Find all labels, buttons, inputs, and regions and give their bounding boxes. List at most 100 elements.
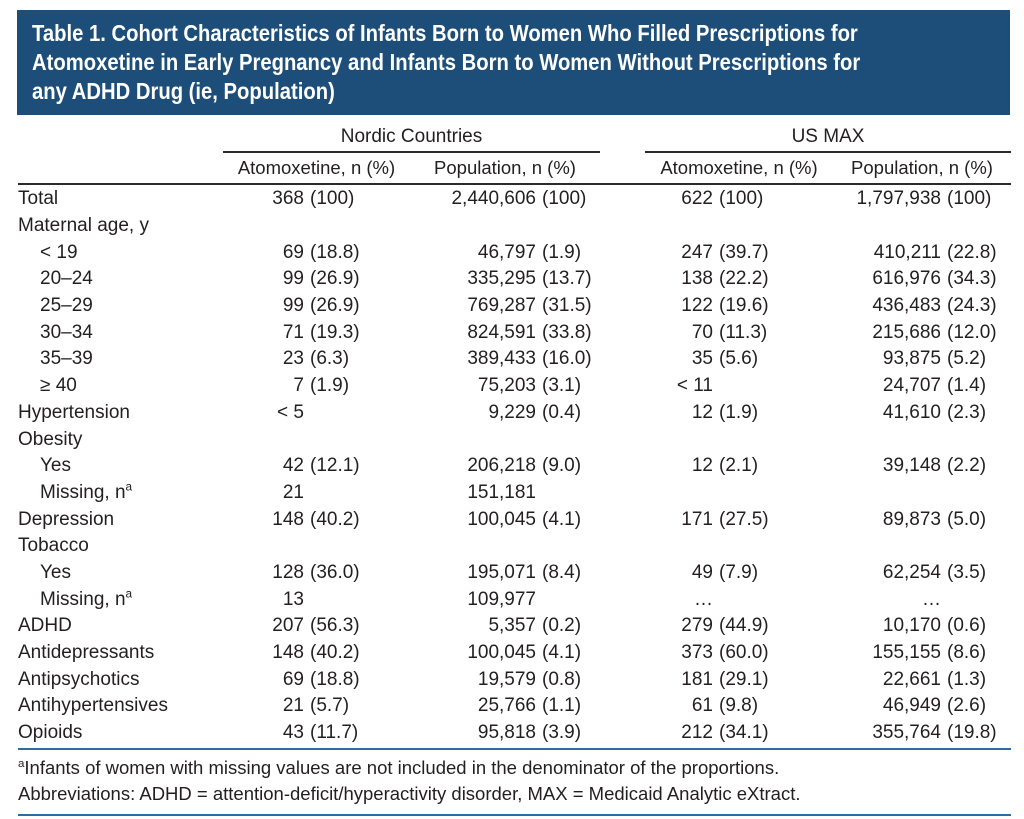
row-label: Tobacco: [18, 535, 89, 557]
footnotes: aInfants of women with missing values ar…: [18, 752, 1011, 817]
data-cell: 99 (26.9): [282, 268, 360, 290]
data-cell: 195,071 (8.4): [467, 561, 582, 583]
data-cell: 138 (22.2): [681, 268, 769, 290]
row-label: Hypertension: [18, 401, 130, 423]
data-cell: 100,045 (4.1): [467, 508, 582, 530]
column-header: Population, n (%): [851, 157, 993, 178]
data-cell: 247 (39.7): [681, 241, 769, 263]
data-cell: 181 (29.1): [681, 668, 769, 690]
data-cell: 24,707 (1.4): [882, 375, 987, 397]
data-cell: 9,229 (0.4): [488, 401, 582, 423]
row-label: Obesity: [18, 428, 83, 450]
table-row: 20–24 99 (26.9) 335,295 (13.7) 138 (22.2) 616,9…: [18, 266, 1011, 293]
column-header: Atomoxetine, n (%): [660, 157, 818, 178]
data-cell: 410,211 (22.8): [873, 241, 997, 263]
footnote-marker: a: [125, 480, 133, 494]
data-cell: 616,976 (34.3): [872, 268, 997, 290]
data-cell: 12 (1.9): [691, 401, 759, 423]
group-header-nordic: Nordic Countries: [223, 126, 600, 153]
data-cell: …: [922, 588, 941, 610]
data-cell: 100,045 (4.1): [467, 642, 582, 664]
data-cell: 70 (11.3): [691, 321, 768, 343]
row-label: ADHD: [18, 615, 72, 637]
table-row: Antidepressants 148 (40.2) 100,045 (4.1) 373(…: [18, 640, 1011, 667]
data-cell: 10,170 (0.6): [882, 615, 987, 637]
data-cell: …: [694, 588, 713, 610]
table-row: 25–29 99 (26.9) 769,287 (31.5) 122 (19.6) 436,4…: [18, 293, 1011, 320]
row-label: 30–34: [40, 321, 93, 343]
column-group-header-row: Nordic Countries US MAX: [18, 122, 1011, 153]
row-label: Maternal age, y: [18, 215, 149, 237]
table-title-line: Atomoxetine in Early Pregnancy and Infan…: [32, 49, 861, 75]
row-label: Missing, na: [40, 587, 133, 610]
row-label: ≥ 40: [40, 375, 77, 397]
data-cell: 355,764 (19.8): [872, 722, 997, 744]
table-row: Missing, na 21 151,181: [18, 480, 1011, 507]
data-cell: 99 (26.9): [282, 295, 360, 317]
data-cell: 155,155 (8.6): [872, 642, 987, 664]
data-cell: 769,287 (31.5): [467, 295, 592, 317]
data-cell: 23 (6.3): [282, 348, 350, 370]
data-cell: 212 (34.1): [681, 722, 769, 744]
data-cell: 128 (36.0): [272, 561, 360, 583]
data-cell: 19,579 (0.8): [477, 668, 582, 690]
row-label: Yes: [40, 455, 71, 477]
footnote-marker: a: [18, 758, 25, 771]
column-header-row: Atomoxetine, n (%) Population, n (%) Ato…: [18, 153, 1011, 183]
table-body: Total 368 (100) 2,440,606 (100) 622 (100) 1,797…: [18, 183, 1011, 751]
data-cell: 5,357 (0.2): [488, 615, 582, 637]
data-cell: 25,766 (1.1): [477, 695, 582, 717]
row-label: Opioids: [18, 722, 83, 744]
table-row: Yes 128 (36.0) 195,071 (8.4) 49 (7.9) 62,254 (3.…: [18, 560, 1011, 587]
data-table: Nordic Countries US MAX Atomoxetine, n (…: [18, 122, 1011, 751]
data-cell: 75,203 (3.1): [477, 375, 582, 397]
data-cell: 368 (100): [272, 188, 355, 210]
row-label: Total: [18, 188, 59, 210]
data-cell: 335,295 (13.7): [467, 268, 592, 290]
data-cell: 62,254 (3.5): [882, 561, 987, 583]
row-label: Antidepressants: [18, 642, 155, 664]
column-header: Atomoxetine, n (%): [237, 157, 396, 178]
table-row: ADHD 207 (56.3) 5,357 (0.2) 279 (44.9) 10,170 (0…: [18, 613, 1011, 640]
data-cell: 21 (5.7): [282, 695, 350, 717]
table-row: 30–34 71 (19.3) 824,591 (33.8) 70 (11.3) 215,68…: [18, 319, 1011, 346]
table-title-line: Table 1. Cohort Characteristics of Infan…: [32, 20, 858, 46]
data-cell: 35 (5.6): [691, 348, 759, 370]
table-row: Hypertension < 5 9,229 (0.4) 12 (1.9) 41,610 (2…: [18, 400, 1011, 427]
data-cell: 69 (18.8): [282, 668, 360, 690]
data-cell: 622 (100): [681, 188, 764, 210]
table-row: Missing, na 13 109,977……: [18, 586, 1011, 613]
data-cell: 46,949 (2.6): [882, 695, 987, 717]
data-cell: 43 (11.7): [282, 722, 359, 744]
row-label: Yes: [40, 561, 71, 583]
table-row: Antihypertensives 21 (5.7) 25,766 (1.1) 61 (9.…: [18, 693, 1011, 720]
data-cell: 148 (40.2): [272, 508, 360, 530]
group-header-usmax: US MAX: [645, 126, 1011, 153]
row-label: 35–39: [40, 348, 93, 370]
data-cell: 93,875 (5.2): [882, 348, 987, 370]
data-cell: 69 (18.8): [282, 241, 360, 263]
data-cell: 39,148 (2.2): [882, 455, 987, 477]
footnote-abbreviations: Abbreviations: ADHD = attention-deficit/…: [18, 783, 801, 805]
table-title-banner: Table 1. Cohort Characteristics of Infan…: [17, 10, 1010, 115]
table-title-line: any ADHD Drug (ie, Population): [32, 78, 335, 104]
data-cell: 12 (2.1): [691, 455, 759, 477]
data-cell: 206,218 (9.0): [467, 455, 582, 477]
data-cell: 89,873 (5.0): [882, 508, 987, 530]
data-cell: 71 (19.3): [282, 321, 360, 343]
footnote-marker: a: [125, 587, 133, 601]
row-label: Antipsychotics: [18, 668, 140, 690]
row-label: Depression: [18, 508, 115, 530]
data-cell: 207 (56.3): [272, 615, 360, 637]
table-row: ≥ 40 7 (1.9) 75,203 (3.1) < 11 24,707 (1.4): [18, 373, 1011, 400]
table-row: Total 368 (100) 2,440,606 (100) 622 (100) 1,797…: [18, 186, 1011, 213]
table-row: 35–39 23 (6.3) 389,433 (16.0) 35 (5.6) 93,875 (5…: [18, 346, 1011, 373]
data-cell: < 5: [277, 401, 304, 423]
table-row: Yes 42 (12.1) 206,218 (9.0) 12 (2.1) 39,148 (2.2…: [18, 453, 1011, 480]
data-cell: 49 (7.9): [691, 561, 759, 583]
data-cell: 42 (12.1): [282, 455, 360, 477]
data-cell: 389,433 (16.0): [467, 348, 592, 370]
table-row: Obesity: [18, 426, 1011, 453]
data-cell: 21: [282, 481, 304, 503]
